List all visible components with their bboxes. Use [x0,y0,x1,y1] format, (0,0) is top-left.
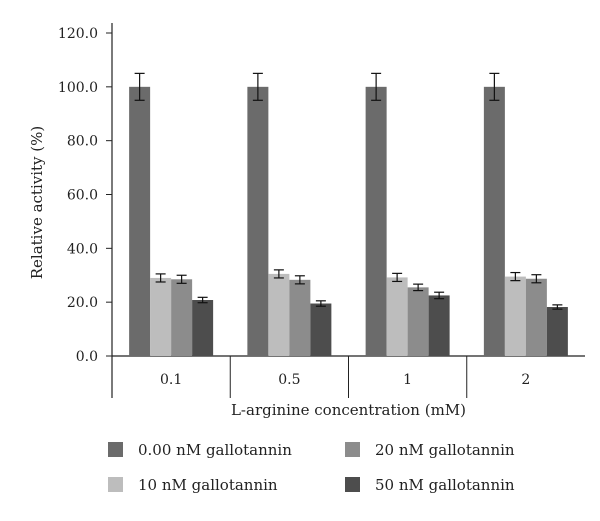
bar [365,86,387,356]
bar [386,277,408,356]
bar [428,295,450,356]
y-tick-label: 20.0 [67,295,98,311]
y-tick-label: 100.0 [58,80,98,96]
bar [525,278,547,356]
x-tick-label: 1 [403,372,412,388]
bar [483,86,505,356]
y-axis-title: Relative activity (%) [28,126,46,280]
legend-swatch [108,442,123,457]
bar [289,279,311,356]
legend-label: 0.00 nM gallotannin [138,441,292,459]
bar [310,303,332,356]
x-axis-title: L-arginine concentration (mM) [231,401,466,419]
legend-swatch [108,477,123,492]
legend-swatch [345,477,360,492]
bar [546,307,568,356]
bar [247,86,269,356]
y-tick-label: 60.0 [67,188,98,204]
bar [129,86,151,356]
y-tick-label: 0.0 [76,349,98,365]
bar [150,277,172,356]
legend-label: 10 nM gallotannin [138,476,278,494]
y-tick-label: 80.0 [67,134,98,150]
bar [268,273,290,356]
bar [171,279,193,356]
bar [504,276,526,356]
y-tick-label: 120.0 [58,26,98,42]
bar [407,287,429,356]
x-tick-label: 2 [521,372,530,388]
x-tick-label: 0.1 [160,372,182,388]
bar [192,300,214,356]
legend-swatch [345,442,360,457]
legend-label: 50 nM gallotannin [375,476,515,494]
y-tick-label: 40.0 [67,241,98,257]
x-tick-label: 0.5 [278,372,300,388]
legend-label: 20 nM gallotannin [375,441,515,459]
